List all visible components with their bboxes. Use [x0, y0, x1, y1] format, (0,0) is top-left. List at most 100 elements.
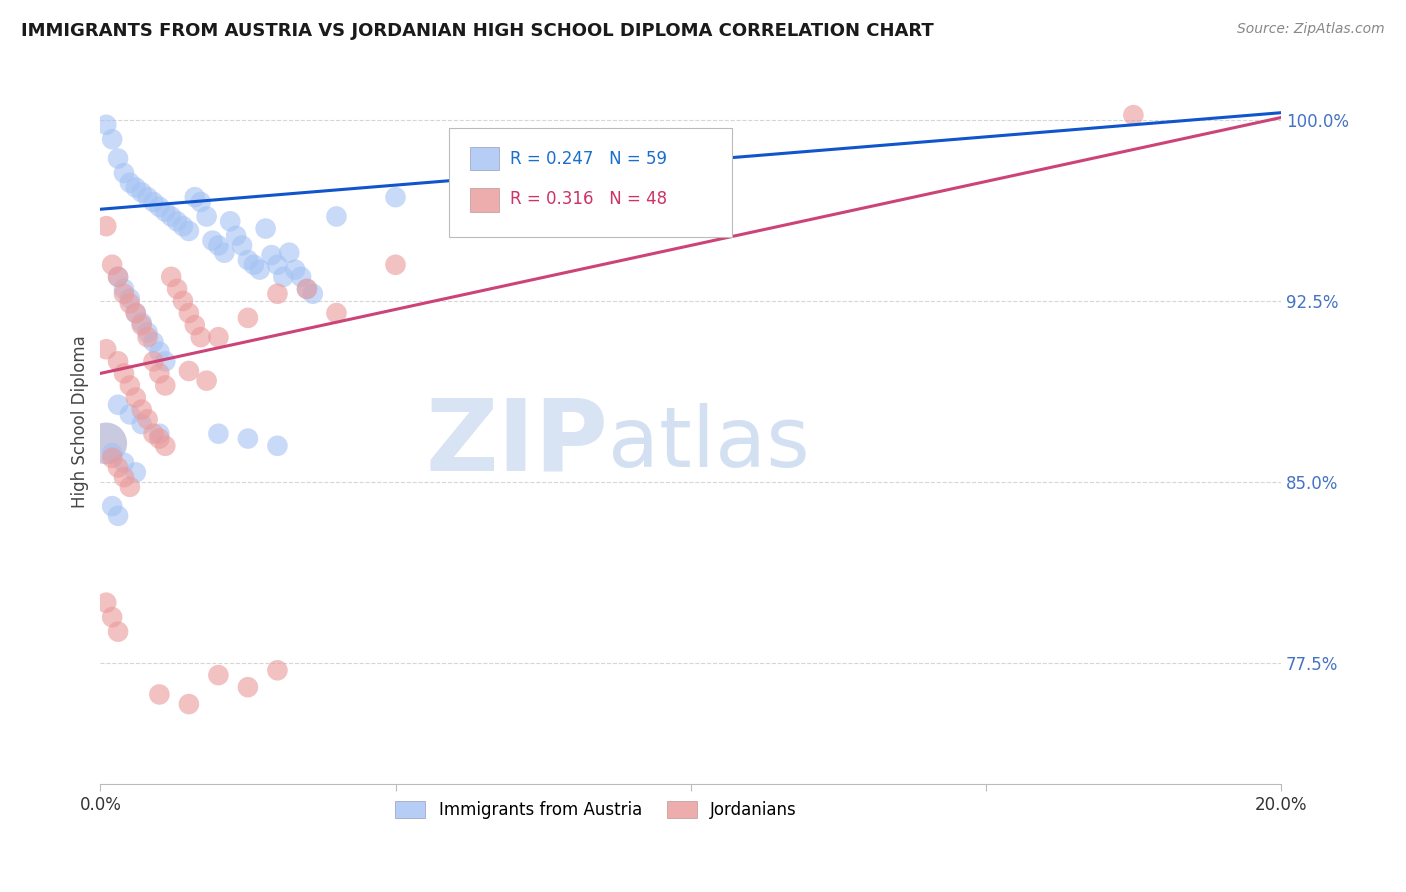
Point	[284, 262, 307, 277]
Point	[302, 286, 325, 301]
Point	[214, 245, 236, 260]
Point	[131, 186, 153, 200]
Point	[101, 499, 124, 513]
Point	[201, 234, 224, 248]
Point	[112, 456, 135, 470]
Text: IMMIGRANTS FROM AUSTRIA VS JORDANIAN HIGH SCHOOL DIPLOMA CORRELATION CHART: IMMIGRANTS FROM AUSTRIA VS JORDANIAN HIG…	[21, 22, 934, 40]
Point	[107, 508, 129, 523]
Point	[148, 344, 170, 359]
Point	[219, 214, 242, 228]
Point	[112, 367, 135, 381]
Point	[155, 204, 177, 219]
Point	[142, 194, 165, 209]
Point	[195, 374, 218, 388]
Text: Source: ZipAtlas.com: Source: ZipAtlas.com	[1237, 22, 1385, 37]
Point	[155, 354, 177, 368]
Point	[131, 417, 153, 431]
Point	[96, 219, 118, 234]
Point	[207, 668, 229, 682]
Point	[142, 334, 165, 349]
Y-axis label: High School Diploma: High School Diploma	[72, 335, 89, 508]
Point	[166, 282, 188, 296]
Point	[195, 210, 218, 224]
Point	[107, 152, 129, 166]
Point	[112, 166, 135, 180]
Point	[118, 378, 141, 392]
Point	[160, 210, 183, 224]
Point	[118, 408, 141, 422]
Point	[96, 436, 118, 450]
Point	[148, 432, 170, 446]
Point	[266, 258, 288, 272]
Point	[125, 306, 148, 320]
Point	[142, 426, 165, 441]
Point	[207, 238, 229, 252]
Point	[155, 439, 177, 453]
Point	[236, 432, 259, 446]
Point	[131, 316, 153, 330]
Point	[148, 426, 170, 441]
Point	[325, 210, 347, 224]
Point	[273, 269, 295, 284]
Point	[125, 466, 148, 480]
Point	[290, 269, 312, 284]
Point	[236, 680, 259, 694]
Text: atlas: atlas	[607, 403, 810, 483]
Legend: Immigrants from Austria, Jordanians: Immigrants from Austria, Jordanians	[388, 795, 804, 826]
Point	[107, 624, 129, 639]
Text: R = 0.316   N = 48: R = 0.316 N = 48	[510, 190, 668, 208]
Point	[112, 470, 135, 484]
Point	[101, 610, 124, 624]
Point	[136, 330, 159, 344]
Point	[107, 269, 129, 284]
Point	[177, 224, 200, 238]
Point	[112, 286, 135, 301]
Point	[166, 214, 188, 228]
Point	[225, 228, 247, 243]
Point	[148, 367, 170, 381]
Point	[236, 310, 259, 325]
Point	[249, 262, 271, 277]
Point	[118, 296, 141, 310]
Point	[236, 252, 259, 267]
Point	[118, 292, 141, 306]
Point	[231, 238, 253, 252]
Point	[112, 282, 135, 296]
FancyBboxPatch shape	[470, 147, 499, 170]
Point	[131, 318, 153, 332]
Point	[118, 176, 141, 190]
Point	[325, 306, 347, 320]
Point	[278, 245, 301, 260]
Point	[260, 248, 283, 262]
Point	[177, 364, 200, 378]
Point	[155, 378, 177, 392]
Point	[295, 282, 318, 296]
Point	[96, 118, 118, 132]
Point	[207, 426, 229, 441]
FancyBboxPatch shape	[470, 188, 499, 211]
Point	[131, 402, 153, 417]
Point	[101, 132, 124, 146]
Point	[107, 460, 129, 475]
Point	[118, 480, 141, 494]
Point	[177, 697, 200, 711]
Point	[207, 330, 229, 344]
Point	[472, 173, 495, 187]
Point	[107, 354, 129, 368]
Text: ZIP: ZIP	[425, 395, 607, 491]
Point	[184, 190, 207, 204]
Point	[266, 663, 288, 677]
Point	[254, 221, 277, 235]
Point	[190, 194, 212, 209]
Point	[266, 286, 288, 301]
Point	[96, 343, 118, 357]
Point	[142, 354, 165, 368]
FancyBboxPatch shape	[449, 128, 733, 237]
Point	[136, 190, 159, 204]
Point	[384, 258, 406, 272]
Point	[177, 306, 200, 320]
Point	[107, 269, 129, 284]
Point	[125, 391, 148, 405]
Point	[184, 318, 207, 332]
Text: R = 0.247   N = 59: R = 0.247 N = 59	[510, 150, 666, 168]
